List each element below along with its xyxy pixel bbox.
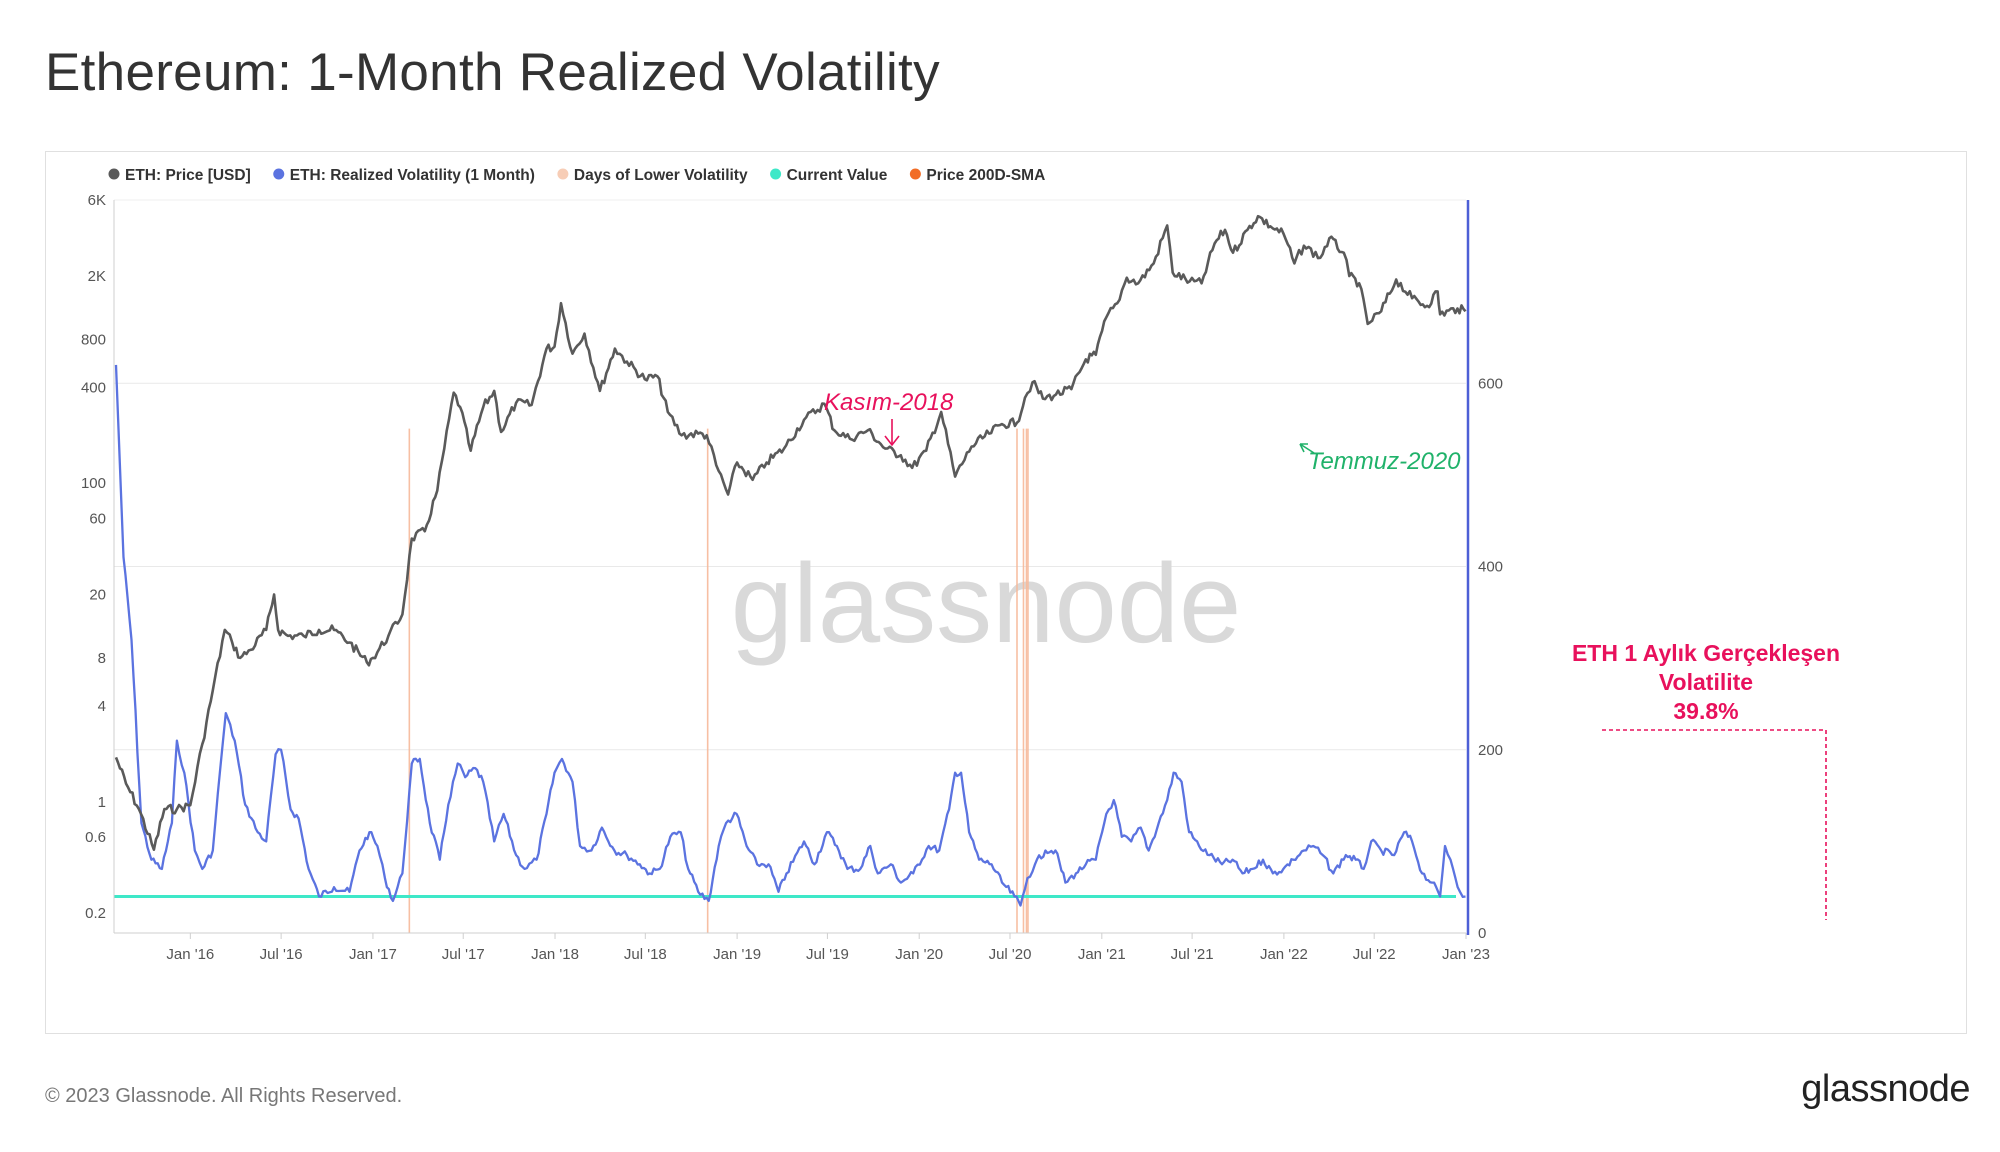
y-left-tick-label: 60 (89, 511, 106, 528)
y-left-tick-label: 400 (81, 379, 106, 396)
x-tick-label: Jul '18 (624, 946, 667, 963)
brand-logo[interactable]: glassnode (1801, 1068, 1970, 1110)
y-left-tick-label: 0.2 (85, 905, 106, 922)
y-left-tick-label: 8 (98, 650, 106, 667)
callout-value: 39.8% (1673, 698, 1738, 724)
y-right-tick-label: 200 (1478, 742, 1503, 759)
annotation-temmuz-2020: Temmuz-2020 (1308, 448, 1461, 475)
callout-title-line1: ETH 1 Aylık Gerçekleşen (1572, 640, 1840, 666)
volatility-line[interactable] (114, 364, 1466, 907)
lower-volatility-days (408, 428, 1029, 933)
x-tick-label: Jul '22 (1353, 946, 1396, 963)
x-tick-label: Jul '21 (1171, 946, 1214, 963)
callout-leader (1602, 729, 1827, 920)
callout-title-line2: Volatilite (1659, 669, 1753, 695)
y-left-tick-label: 4 (98, 698, 106, 715)
legend-label-1[interactable]: ETH: Realized Volatility (1 Month) (290, 167, 535, 184)
y-right-tick-label: 400 (1478, 559, 1503, 576)
legend-dot-2 (557, 168, 569, 180)
x-tick-label: Jan '16 (166, 946, 214, 963)
axes: 6K 2K 800 400 100 60 20 8 4 1 0.6 0.2 600 400 200 0 Jan … (81, 192, 1503, 963)
legend-dot-0 (108, 168, 120, 180)
copyright: © 2023 Glassnode. All Rights Reserved. (45, 1085, 403, 1107)
annotation-kasim-2018: Kasım-2018 (824, 389, 954, 416)
y-left-tick-label: 0.6 (85, 829, 106, 846)
legend-label-0[interactable]: ETH: Price [USD] (125, 167, 251, 184)
price-line[interactable] (114, 214, 1467, 851)
y-left-tick-label: 100 (81, 475, 106, 492)
x-tick-label: Jan '21 (1078, 946, 1126, 963)
chart-panel: ETH: Price [USD] ETH: Realized Volatility… (45, 151, 1967, 1034)
page-title: Ethereum: 1-Month Realized Volatility (45, 43, 940, 102)
y-right-tick-label: 600 (1478, 375, 1503, 392)
temmuz-arrow (1299, 443, 1315, 454)
y-left-tick-label: 6K (88, 192, 106, 209)
x-tick-label: Jan '23 (1442, 946, 1490, 963)
legend-dot-3 (770, 168, 782, 180)
x-tick-label: Jul '16 (260, 946, 303, 963)
kasim-arrow-head (884, 435, 900, 447)
legend-label-2[interactable]: Days of Lower Volatility (574, 167, 748, 184)
legend-label-3[interactable]: Current Value (787, 167, 888, 184)
watermark: glassnode (731, 541, 1242, 666)
legend-label-4[interactable]: Price 200D-SMA (926, 167, 1045, 184)
legend-dot-4 (909, 168, 921, 180)
x-tick-label: Jan '19 (713, 946, 761, 963)
y-left-tick-label: 800 (81, 331, 106, 348)
x-tick-label: Jan '17 (349, 946, 397, 963)
legend[interactable]: ETH: Price [USD] ETH: Realized Volatility… (108, 167, 1046, 184)
y-left-tick-label: 2K (88, 268, 106, 285)
legend-dot-1 (273, 168, 285, 180)
x-tick-label: Jan '18 (531, 946, 579, 963)
y-right-tick-label: 0 (1478, 925, 1486, 942)
chart: ETH: Price [USD] ETH: Realized Volatility… (81, 167, 1840, 963)
x-tick-label: Jul '17 (442, 946, 485, 963)
y-left-tick-label: 20 (89, 587, 106, 604)
x-tick-label: Jan '22 (1260, 946, 1308, 963)
x-tick-label: Jul '20 (989, 946, 1032, 963)
x-tick-label: Jan '20 (895, 946, 943, 963)
y-left-tick-label: 1 (98, 794, 106, 811)
x-tick-label: Jul '19 (806, 946, 849, 963)
